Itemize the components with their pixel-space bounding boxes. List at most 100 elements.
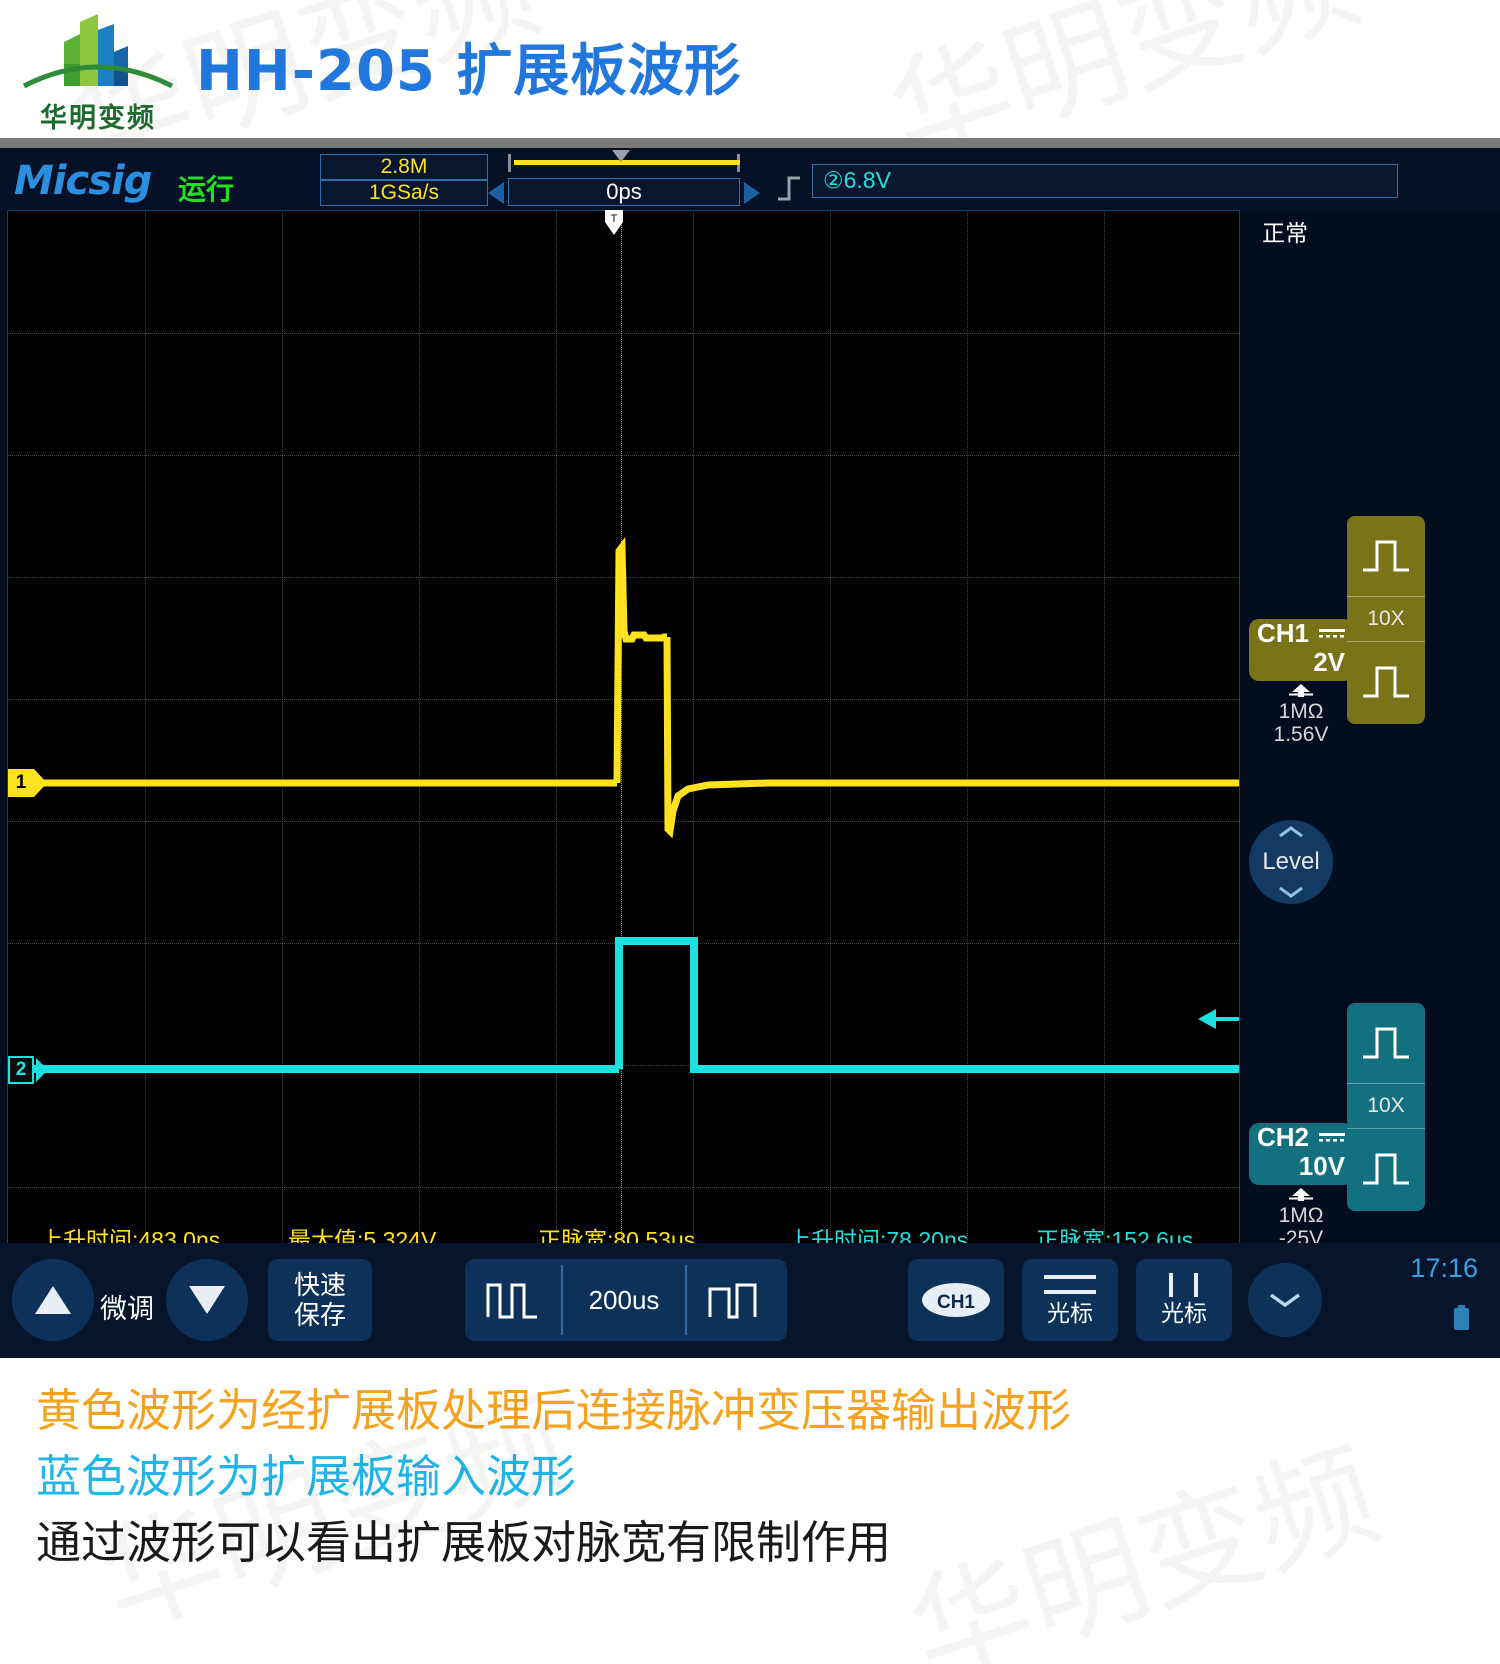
ground-full-icon	[1289, 1188, 1313, 1201]
single-pulse-icon	[708, 1283, 757, 1319]
caption-line-3: 通过波形可以看出扩展板对脉宽有限制作用	[36, 1516, 892, 1569]
gridline	[556, 211, 557, 1243]
measurement-value: 正脉宽:80.53us	[538, 1227, 696, 1243]
ch1-probe-controls[interactable]: 10X	[1347, 516, 1425, 724]
trigger-level-field[interactable]: ②6.8V	[812, 164, 1398, 198]
horizontal-cursor-button[interactable]: 光标	[1022, 1259, 1118, 1341]
ch1-pulse-down-icon[interactable]	[1347, 642, 1425, 722]
quick-save-button[interactable]: 快速 保存	[268, 1259, 372, 1341]
ch1-badge-icon: CH1	[922, 1283, 990, 1317]
toolbar-divider	[685, 1265, 687, 1335]
ch2-marker-tip-icon	[36, 1058, 48, 1082]
horizontal-delay-field[interactable]: 0ps	[508, 178, 740, 206]
ch1-probe-ratio[interactable]: 10X	[1347, 596, 1425, 642]
gridline	[282, 211, 283, 1243]
ch1-select-button[interactable]: CH1	[908, 1259, 1004, 1341]
quick-save-line1: 快速	[293, 1270, 346, 1300]
measurement-value: 正脉宽:152.6us	[1036, 1227, 1194, 1243]
gridline	[8, 455, 1239, 456]
ch1-pulse-up-icon[interactable]	[1347, 516, 1425, 596]
level-knob-label: Level	[1262, 848, 1320, 875]
ch2-scale: 10V	[1298, 1151, 1345, 1181]
gridline	[1104, 211, 1105, 1243]
timebase-zoom-out-button[interactable]	[465, 1259, 561, 1341]
ch2-offset: -25V	[1278, 1227, 1324, 1243]
caption-line-2: 蓝色波形为扩展板输入波形	[36, 1450, 577, 1503]
company-logo: 华明变频	[18, 8, 178, 138]
run-state-indicator[interactable]: 运行	[178, 174, 235, 205]
caption-line-1: 黄色波形为经扩展板处理后连接脉冲变压器输出波形	[36, 1384, 1072, 1437]
ground-full-icon	[1289, 684, 1313, 697]
gridline	[8, 333, 1239, 334]
chevron-down-icon[interactable]	[1278, 886, 1304, 898]
horizontal-position-bar[interactable]	[508, 154, 740, 172]
vertical-cursor-icon	[1169, 1273, 1198, 1297]
chevron-up-icon[interactable]	[1278, 826, 1304, 838]
delay-increase-arrow[interactable]	[744, 182, 760, 204]
gridline	[8, 1065, 1239, 1066]
ch2-impedance: 1MΩ	[1278, 1204, 1324, 1227]
timebase-zoom-in-button[interactable]	[687, 1259, 783, 1341]
delay-decrease-arrow[interactable]	[488, 182, 504, 204]
fine-decrease-button[interactable]	[166, 1259, 248, 1341]
building-logo-icon	[22, 14, 174, 89]
rising-edge-icon[interactable]	[776, 174, 802, 202]
quick-save-line2: 保存	[293, 1300, 346, 1330]
triangle-down-icon	[189, 1286, 225, 1314]
ch1-settings-badge[interactable]: CH1 2V	[1249, 619, 1353, 681]
caption-block: 华明变频 华明变频 黄色波形为经扩展板处理后连接脉冲变压器输出波形 蓝色波形为扩…	[0, 1358, 1500, 1664]
chevron-down-icon	[1269, 1293, 1301, 1308]
ch2-probe-controls[interactable]: 10X	[1347, 1003, 1425, 1211]
scope-status-bar: Micsig 运行 2.8M 1GSa/s 0ps ②6.8V	[0, 148, 1500, 210]
page-title: HH-205 扩展板波形	[196, 39, 742, 104]
ch1-marker-tip-icon	[34, 769, 47, 797]
ch2-pulse-down-icon[interactable]	[1347, 1129, 1425, 1209]
svg-text:T: T	[611, 213, 618, 225]
memory-depth-field[interactable]: 2.8M	[320, 154, 488, 180]
measurement-value: 上升时间:483.0ns	[40, 1227, 221, 1243]
svg-text:CH1: CH1	[937, 1292, 975, 1313]
dc-coupling-icon	[1319, 1133, 1345, 1142]
vertical-cursor-label: 光标	[1161, 1300, 1207, 1326]
ch2-probe-ratio[interactable]: 10X	[1347, 1083, 1425, 1129]
timebase-value[interactable]: 200us	[588, 1284, 660, 1315]
gridline	[419, 211, 420, 1243]
measurement-row: 上升时间:483.0ns 最大值:5.324V 正脉宽:80.53us 上升时间…	[16, 1221, 1239, 1243]
page-header: 华明变频 华明变频 华明变频 HH-205 扩展板波形	[0, 0, 1500, 195]
micsig-brand-logo: Micsig	[14, 158, 152, 204]
expand-toolbar-button[interactable]	[1248, 1263, 1322, 1337]
gridline	[693, 211, 694, 1243]
ch2-pulse-up-icon[interactable]	[1347, 1003, 1425, 1083]
header-divider	[0, 138, 1500, 148]
timebase-group[interactable]: 200us	[465, 1259, 787, 1341]
ch1-offset: 1.56V	[1273, 723, 1329, 746]
trigger-position-marker-icon[interactable]: T	[604, 210, 624, 236]
ch2-name: CH2	[1257, 1122, 1310, 1152]
ch2-settings-badge[interactable]: CH2 10V	[1249, 1123, 1353, 1185]
ch2-input-info: 1MΩ -25V	[1249, 1187, 1353, 1243]
gridline	[8, 699, 1239, 700]
oscilloscope-screen: Micsig 运行 2.8M 1GSa/s 0ps ②6.8V 正常	[0, 148, 1500, 1243]
pulse-train-icon	[486, 1283, 537, 1319]
fine-increase-button[interactable]	[12, 1259, 94, 1341]
ch2-ground-marker[interactable]: 2	[8, 1056, 34, 1084]
gridline	[8, 821, 1239, 822]
waveform-traces	[22, 536, 1239, 1073]
sample-rate-field[interactable]: 1GSa/s	[320, 180, 488, 206]
trigger-level-knob[interactable]: Level	[1249, 820, 1333, 904]
system-clock: 17:16	[1410, 1253, 1478, 1283]
horizontal-cursor-label: 光标	[1047, 1300, 1093, 1326]
ch1-ground-marker[interactable]: 1	[8, 769, 34, 797]
trigger-mode-label[interactable]: 正常	[1262, 220, 1308, 246]
horizontal-cursor-icon	[1044, 1275, 1096, 1294]
gridline	[967, 211, 968, 1243]
trigger-level-arrow-icon[interactable]	[1198, 1006, 1240, 1032]
ch2-trace	[22, 937, 1239, 1073]
ch1-impedance: 1MΩ	[1278, 700, 1324, 723]
vertical-cursor-button[interactable]: 光标	[1136, 1259, 1232, 1341]
waveform-graticule[interactable]: 1 2 上升时间:483.0ns 最大值:5.324V 正脉宽:80.53us …	[7, 210, 1240, 1243]
trigger-time-line	[621, 211, 622, 1243]
ch1-scale: 2V	[1313, 647, 1345, 677]
toolbar-divider	[561, 1265, 563, 1335]
horizontal-position-fill	[514, 160, 740, 165]
